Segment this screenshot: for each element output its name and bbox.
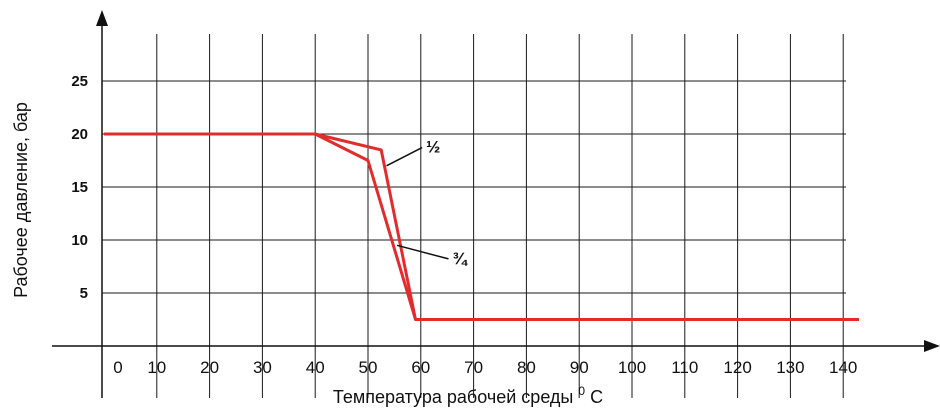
- x-tick-140: 140: [829, 358, 857, 377]
- annotation-label-1: ½: [426, 138, 440, 157]
- x-tick-120: 120: [723, 358, 751, 377]
- y-tick-10: 10: [71, 232, 88, 249]
- x-tick-50: 50: [359, 358, 378, 377]
- x-tick-10: 10: [147, 358, 166, 377]
- x-tick-80: 80: [517, 358, 536, 377]
- x-tick-20: 20: [200, 358, 219, 377]
- x-tick-90: 90: [570, 358, 589, 377]
- y-tick-labels: 5 10 15 20 25: [71, 73, 88, 302]
- x-axis-arrow: [924, 340, 940, 352]
- x-tick-labels: 0 10 20 30 40 50 60 70 80 90 100 110 120 130 140: [113, 358, 857, 377]
- y-tick-25: 25: [71, 73, 88, 90]
- y-tick-15: 15: [71, 179, 88, 196]
- x-tick-30: 30: [253, 358, 272, 377]
- x-tick-130: 130: [776, 358, 804, 377]
- series-line-2: [104, 132, 859, 321]
- axes: [52, 10, 940, 398]
- grid: [102, 34, 846, 398]
- annotation-leader-2: [396, 244, 449, 260]
- y-axis-arrow: [96, 10, 108, 26]
- x-tick-110: 110: [671, 358, 698, 377]
- x-axis-unit-sup: 0: [578, 384, 585, 398]
- x-tick-40: 40: [306, 358, 325, 377]
- annotation-label-2: ¾: [452, 249, 468, 268]
- x-axis-label: Температура рабочей среды 0 C: [333, 379, 603, 407]
- x-tick-60: 60: [411, 358, 430, 377]
- series-group: [104, 132, 859, 321]
- x-tick-70: 70: [464, 358, 483, 377]
- annotation-leader-1: [386, 146, 423, 167]
- y-axis-label: Рабочее давление, бар: [11, 102, 31, 298]
- annotations: ½¾: [386, 138, 468, 268]
- y-tick-5: 5: [80, 285, 88, 302]
- x-tick-0: 0: [113, 358, 122, 377]
- series-line-1: [104, 132, 859, 321]
- x-axis-label-text: Температура рабочей среды: [333, 387, 573, 407]
- y-tick-20: 20: [71, 126, 88, 143]
- x-tick-100: 100: [618, 358, 646, 377]
- x-axis-unit: C: [590, 387, 603, 407]
